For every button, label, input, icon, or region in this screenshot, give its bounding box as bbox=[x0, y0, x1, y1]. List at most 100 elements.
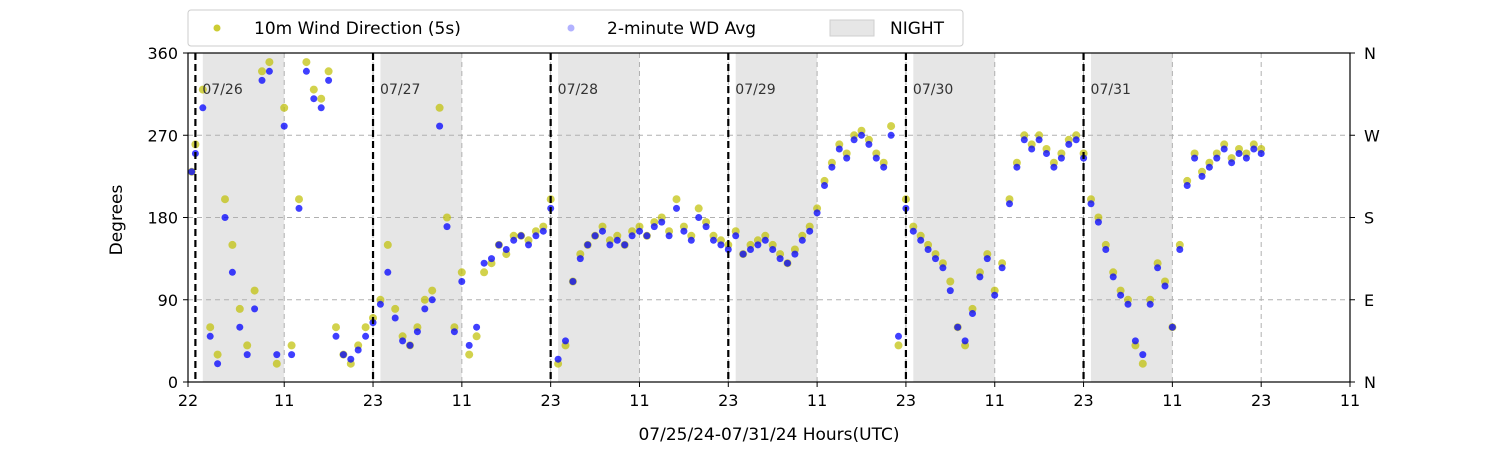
series-1-point-63 bbox=[650, 223, 658, 231]
series-1-point-142 bbox=[1235, 150, 1243, 157]
series-1-point-82 bbox=[791, 250, 799, 258]
series-0-point-103 bbox=[946, 277, 955, 286]
x-tick-label-8: 23 bbox=[896, 391, 916, 410]
series-1-point-90 bbox=[850, 136, 858, 144]
series-1-point-33 bbox=[428, 296, 436, 304]
series-0-point-129 bbox=[1138, 359, 1147, 368]
series-1-point-137 bbox=[1198, 172, 1206, 180]
series-1-point-126 bbox=[1117, 291, 1125, 299]
series-1-point-18 bbox=[317, 104, 325, 112]
series-0-point-35 bbox=[443, 213, 451, 222]
series-1-point-66 bbox=[673, 204, 680, 212]
series-1-point-76 bbox=[747, 246, 754, 253]
series-1-point-0 bbox=[188, 168, 196, 176]
series-1-point-24 bbox=[362, 332, 370, 340]
series-1-point-104 bbox=[954, 323, 962, 331]
series-1-point-86 bbox=[821, 182, 828, 189]
series-0-point-66 bbox=[672, 195, 681, 204]
series-1-point-31 bbox=[413, 328, 421, 336]
series-1-point-50 bbox=[554, 355, 562, 363]
x-tick-label-11: 11 bbox=[1162, 391, 1182, 410]
series-1-point-34 bbox=[436, 122, 444, 130]
y2-tick-label-3: W bbox=[1364, 126, 1380, 145]
night-span-5 bbox=[1090, 53, 1173, 382]
series-1-point-51 bbox=[562, 337, 569, 345]
series-1-point-139 bbox=[1213, 154, 1221, 162]
series-1-point-41 bbox=[488, 255, 495, 263]
series-1-point-68 bbox=[687, 236, 695, 244]
series-1-point-112 bbox=[1013, 163, 1021, 171]
series-1-point-32 bbox=[421, 305, 429, 313]
series-1-point-106 bbox=[969, 310, 976, 317]
legend-marker-night bbox=[829, 19, 875, 37]
day-marker-label-5: 07/31 bbox=[1091, 82, 1131, 98]
series-1-point-29 bbox=[399, 337, 407, 345]
series-1-point-58 bbox=[613, 236, 621, 244]
series-0-point-5 bbox=[221, 195, 229, 204]
series-0-point-28 bbox=[391, 304, 400, 313]
series-1-point-131 bbox=[1154, 264, 1162, 272]
series-0-point-32 bbox=[420, 295, 429, 304]
series-1-point-84 bbox=[806, 227, 814, 235]
day-marker-label-1: 07/27 bbox=[380, 82, 420, 98]
series-1-point-46 bbox=[525, 241, 532, 249]
x-tick-label-10: 23 bbox=[1073, 391, 1093, 410]
series-1-point-128 bbox=[1131, 337, 1139, 345]
series-1-point-59 bbox=[621, 241, 629, 249]
series-1-point-74 bbox=[732, 232, 740, 240]
series-1-point-19 bbox=[325, 76, 333, 84]
series-0-point-95 bbox=[887, 122, 896, 131]
series-1-point-136 bbox=[1191, 154, 1199, 162]
series-1-point-36 bbox=[450, 328, 458, 336]
series-1-point-145 bbox=[1257, 150, 1265, 157]
series-0-point-15 bbox=[295, 195, 303, 204]
series-1-point-89 bbox=[843, 154, 851, 162]
y2-tick-label-0: N bbox=[1364, 373, 1376, 392]
legend-label-wind-direction: 10m Wind Direction (5s) bbox=[254, 19, 461, 39]
day-marker-label-0: 07/26 bbox=[202, 82, 242, 98]
series-1-point-117 bbox=[1050, 163, 1058, 171]
series-0-point-20 bbox=[332, 323, 340, 332]
series-1-point-114 bbox=[1028, 145, 1036, 153]
series-1-point-5 bbox=[221, 214, 229, 221]
series-1-point-108 bbox=[983, 255, 991, 263]
series-1-point-8 bbox=[243, 351, 251, 359]
legend-marker-wind-direction bbox=[213, 24, 221, 32]
series-1-point-110 bbox=[998, 264, 1006, 272]
series-0-point-40 bbox=[480, 268, 489, 277]
series-1-point-100 bbox=[924, 246, 932, 253]
series-1-point-83 bbox=[798, 236, 806, 244]
series-1 bbox=[188, 67, 1265, 368]
series-1-point-124 bbox=[1102, 246, 1110, 253]
series-1-point-54 bbox=[584, 241, 592, 249]
series-1-point-12 bbox=[273, 351, 281, 359]
series-1-point-56 bbox=[599, 227, 606, 235]
series-1-point-127 bbox=[1124, 300, 1132, 308]
x-tick-label-6: 23 bbox=[718, 391, 738, 410]
series-1-point-79 bbox=[769, 246, 777, 253]
series-1-point-132 bbox=[1161, 282, 1169, 290]
series-1-point-53 bbox=[576, 255, 584, 263]
y-tick-label-1: 90 bbox=[158, 291, 178, 310]
series-1-point-95 bbox=[887, 131, 895, 139]
series-0-point-6 bbox=[228, 240, 237, 249]
legend: 10m Wind Direction (5s) 2-minute WD Avg … bbox=[187, 9, 964, 47]
series-1-point-10 bbox=[258, 76, 266, 84]
series-1-point-26 bbox=[376, 300, 384, 308]
series-1-point-77 bbox=[754, 241, 762, 249]
series-0-point-4 bbox=[213, 350, 222, 359]
series-1-point-125 bbox=[1109, 273, 1117, 281]
y2-axis-ticks: N E S W N bbox=[1350, 44, 1380, 392]
series-1-point-65 bbox=[665, 232, 673, 240]
series-0-point-37 bbox=[457, 268, 466, 277]
series-1-point-43 bbox=[502, 246, 510, 253]
series-1-point-69 bbox=[695, 214, 703, 221]
series-1-point-123 bbox=[1094, 218, 1102, 226]
series-1-point-7 bbox=[236, 323, 244, 331]
series-0-point-17 bbox=[309, 85, 318, 94]
series-1-point-52 bbox=[569, 278, 577, 285]
series-1-point-109 bbox=[991, 291, 999, 299]
series-1-point-39 bbox=[473, 323, 481, 331]
series-1-point-47 bbox=[532, 232, 540, 240]
